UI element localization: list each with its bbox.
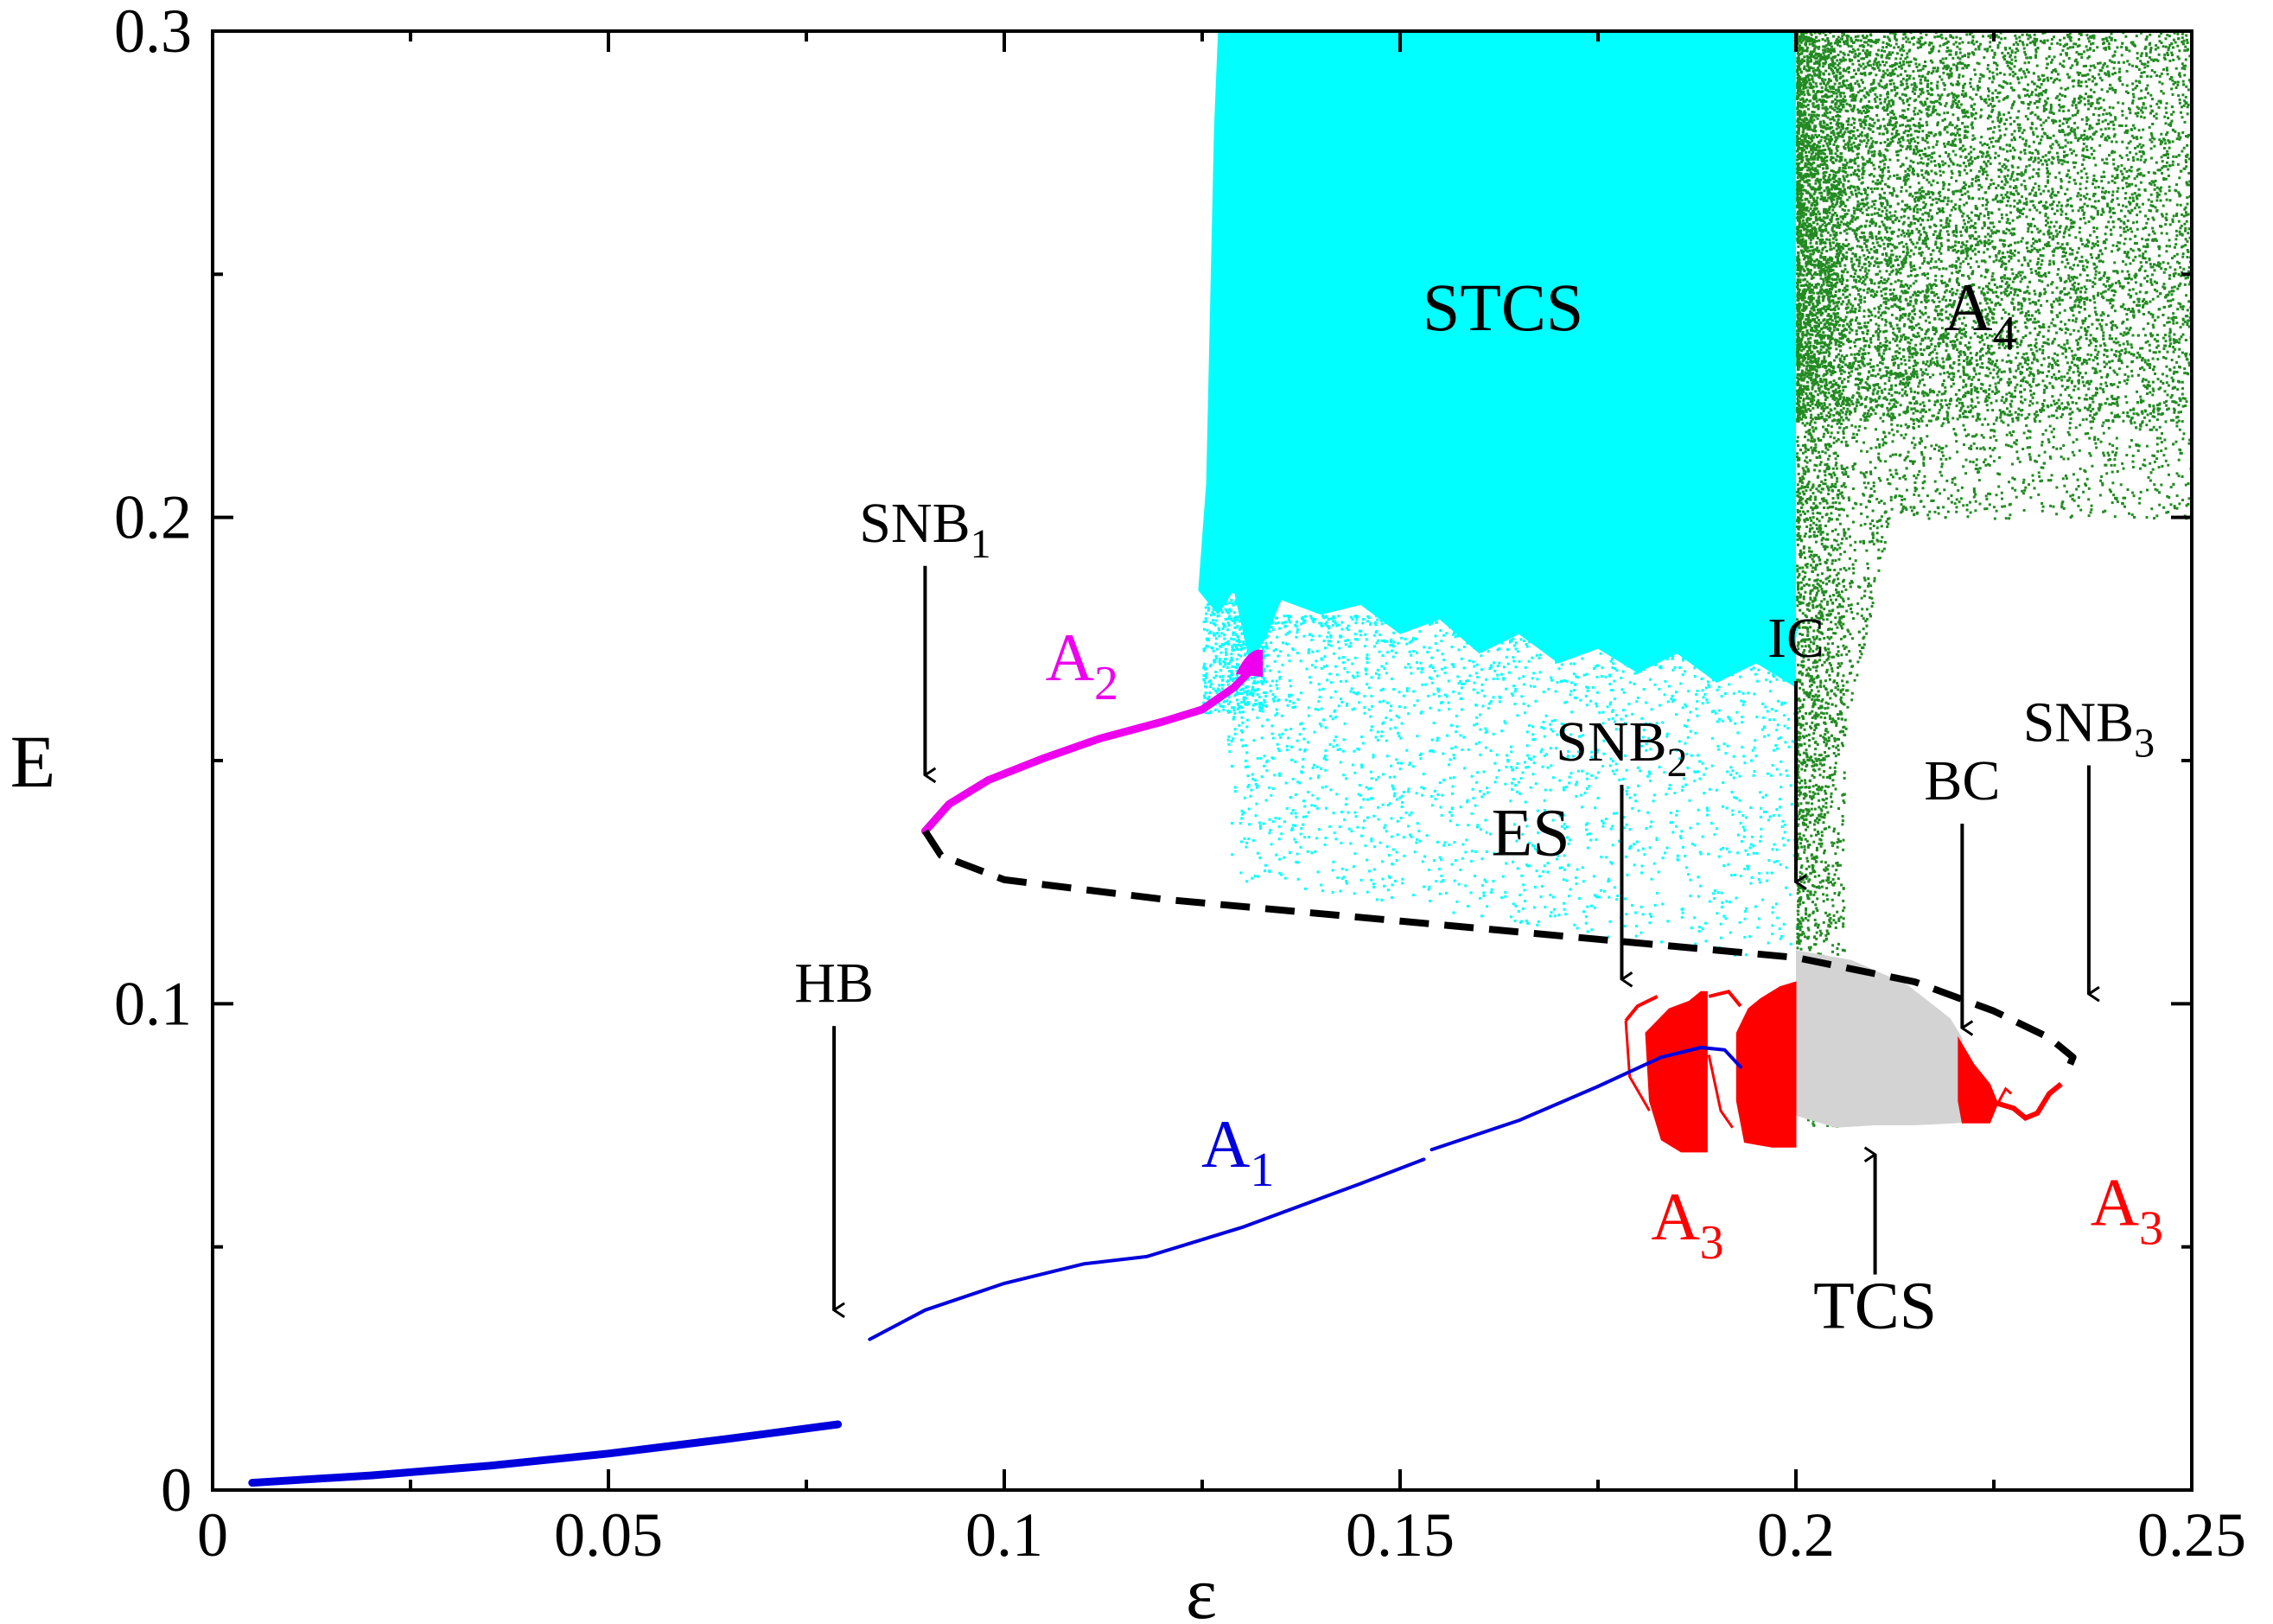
annotation-label: A4 xyxy=(1944,270,2016,360)
a2-tip xyxy=(1235,649,1264,678)
x-axis-label: ε xyxy=(1186,1551,1217,1624)
annotation-label: A3 xyxy=(2091,1164,2163,1255)
y-tick-label: 0 xyxy=(161,1455,192,1525)
annotation-snb3: SNB3 xyxy=(2023,691,2155,994)
annotation-a4: A4 xyxy=(1944,270,2016,360)
annotation-label: SNB2 xyxy=(1556,710,1687,786)
series-es-4 xyxy=(922,829,2077,1079)
annotation-stcs: STCS xyxy=(1423,270,1583,345)
annotation-a2: A2 xyxy=(1046,620,1118,710)
stcs-region xyxy=(1198,31,1796,688)
annotation-snb2: SNB2 xyxy=(1556,710,1688,979)
stcs-sparse-points xyxy=(1202,566,1799,958)
annotation-a3r: A3 xyxy=(2091,1164,2163,1255)
x-tick-label: 0.1 xyxy=(965,1500,1043,1570)
tcs-region xyxy=(1796,950,1963,1128)
annotation-label: A3 xyxy=(1651,1179,1723,1270)
annotation-bc: BC xyxy=(1924,749,2000,1028)
x-tick-label: 0.05 xyxy=(554,1500,663,1570)
annotation-label: ES xyxy=(1492,795,1570,870)
annotation-label: HB xyxy=(794,952,874,1015)
x-tick-label: 0.25 xyxy=(2137,1500,2246,1570)
series-a1-0 xyxy=(248,1420,843,1487)
y-tick-label: 0.2 xyxy=(114,483,192,552)
annotation-ic: IC xyxy=(1767,607,1824,882)
series-a1-1 xyxy=(868,1157,1426,1341)
y-tick-label: 0.1 xyxy=(114,969,192,1038)
axis-ticks xyxy=(211,29,2193,1492)
annotation-tcs: TCS xyxy=(1813,1155,1937,1343)
annotation-a1: A1 xyxy=(1201,1106,1274,1197)
scatter-regions xyxy=(1198,31,2192,1153)
x-tick-label: 0.2 xyxy=(1757,1500,1835,1570)
series-a2-3 xyxy=(920,659,1262,836)
a4-region xyxy=(1796,31,2192,1128)
a3-region xyxy=(1624,981,2063,1153)
y-axis-label: E xyxy=(10,720,56,803)
axis-tick-labels: 0 0.05 0.1 0.15 0.2 0.25 0 0.1 0.2 0.3 xyxy=(114,0,2246,1570)
annotation-label: SNB1 xyxy=(859,492,990,567)
annotation-hb: HB xyxy=(794,952,874,1310)
annotation-label: A1 xyxy=(1201,1106,1274,1197)
annotation-label: TCS xyxy=(1813,1268,1937,1343)
annotations: HB SNB1 SNB2 IC BC SNB3 TCS ES STCS A4 A2 A1 A3 A3 xyxy=(794,270,2163,1343)
x-tick-label: 0.15 xyxy=(1346,1500,1455,1570)
annotation-a3l: A3 xyxy=(1651,1179,1723,1270)
annotation-es: ES xyxy=(1492,795,1570,870)
y-tick-label: 0.3 xyxy=(114,0,192,66)
data-series xyxy=(248,649,2077,1487)
annotation-label: IC xyxy=(1767,607,1824,670)
annotation-label: A2 xyxy=(1046,620,1118,710)
x-tick-label: 0 xyxy=(197,1500,228,1570)
annotation-label: BC xyxy=(1924,749,2000,812)
series-a1-2 xyxy=(1429,1046,1742,1152)
annotation-label: SNB3 xyxy=(2023,691,2155,766)
annotation-label: STCS xyxy=(1423,270,1583,345)
annotation-snb1: SNB1 xyxy=(859,492,991,775)
